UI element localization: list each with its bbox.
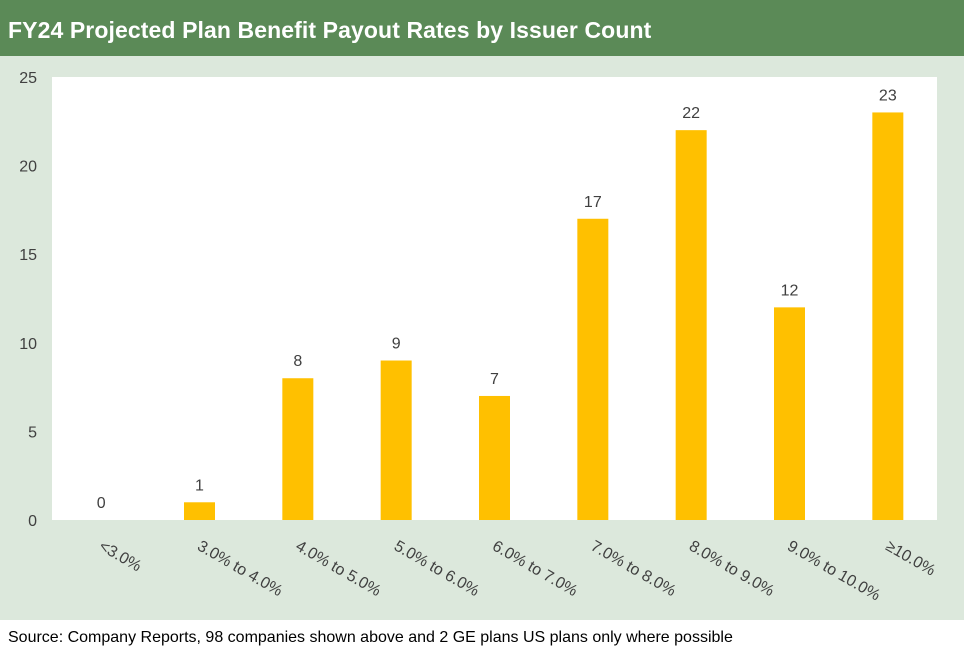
y-tick-label: 5 bbox=[28, 424, 37, 441]
y-tick-label: 25 bbox=[19, 70, 37, 87]
data-label: 12 bbox=[781, 282, 799, 299]
bars bbox=[184, 112, 904, 520]
y-tick-label: 15 bbox=[19, 247, 37, 264]
data-labels: 0 1 8 9 7 17 22 12 23 bbox=[97, 87, 897, 512]
category-label: 8.0% to 9.0% bbox=[686, 538, 777, 600]
data-label: 9 bbox=[392, 336, 401, 353]
data-label: 23 bbox=[879, 87, 897, 104]
bar-chart: 0 5 10 15 20 25 0 1 8 9 7 17 22 12 23 <3.0% 3.0% to 4.… bbox=[19, 70, 938, 605]
y-tick-label: 10 bbox=[19, 336, 37, 353]
bar bbox=[479, 395, 510, 520]
category-label: 5.0% to 6.0% bbox=[391, 538, 482, 600]
category-label: 6.0% to 7.0% bbox=[489, 538, 580, 600]
category-label: ≥10.0% bbox=[883, 538, 938, 580]
chart-area: 0 5 10 15 20 25 0 1 8 9 7 17 22 12 23 <3.0% 3.0% to 4.… bbox=[0, 56, 964, 620]
data-label: 1 bbox=[195, 477, 204, 494]
y-axis: 0 5 10 15 20 25 bbox=[19, 70, 37, 530]
y-tick-label: 20 bbox=[19, 159, 37, 176]
data-label: 8 bbox=[293, 353, 302, 370]
data-label: 0 bbox=[97, 495, 106, 512]
data-label: 7 bbox=[490, 371, 499, 388]
chart-title: FY24 Projected Plan Benefit Payout Rates… bbox=[0, 0, 964, 56]
bar bbox=[184, 502, 215, 520]
source-note: Source: Company Reports, 98 companies sh… bbox=[8, 629, 733, 646]
data-label: 17 bbox=[584, 194, 602, 211]
x-axis: <3.0% 3.0% to 4.0% 4.0% to 5.0% 5.0% to 6.0… bbox=[96, 538, 938, 605]
y-tick-label: 0 bbox=[28, 513, 37, 530]
bar bbox=[380, 360, 412, 520]
category-label: 3.0% to 4.0% bbox=[194, 538, 285, 600]
category-label: 4.0% to 5.0% bbox=[293, 538, 384, 600]
bar bbox=[872, 112, 904, 520]
category-label: 7.0% to 8.0% bbox=[588, 538, 679, 600]
bar bbox=[282, 378, 314, 520]
category-label: 9.0% to 10.0% bbox=[784, 538, 883, 605]
data-label: 22 bbox=[682, 105, 700, 122]
bar bbox=[774, 307, 805, 520]
bar bbox=[577, 218, 609, 520]
bar bbox=[675, 130, 707, 520]
category-label: <3.0% bbox=[96, 538, 144, 576]
